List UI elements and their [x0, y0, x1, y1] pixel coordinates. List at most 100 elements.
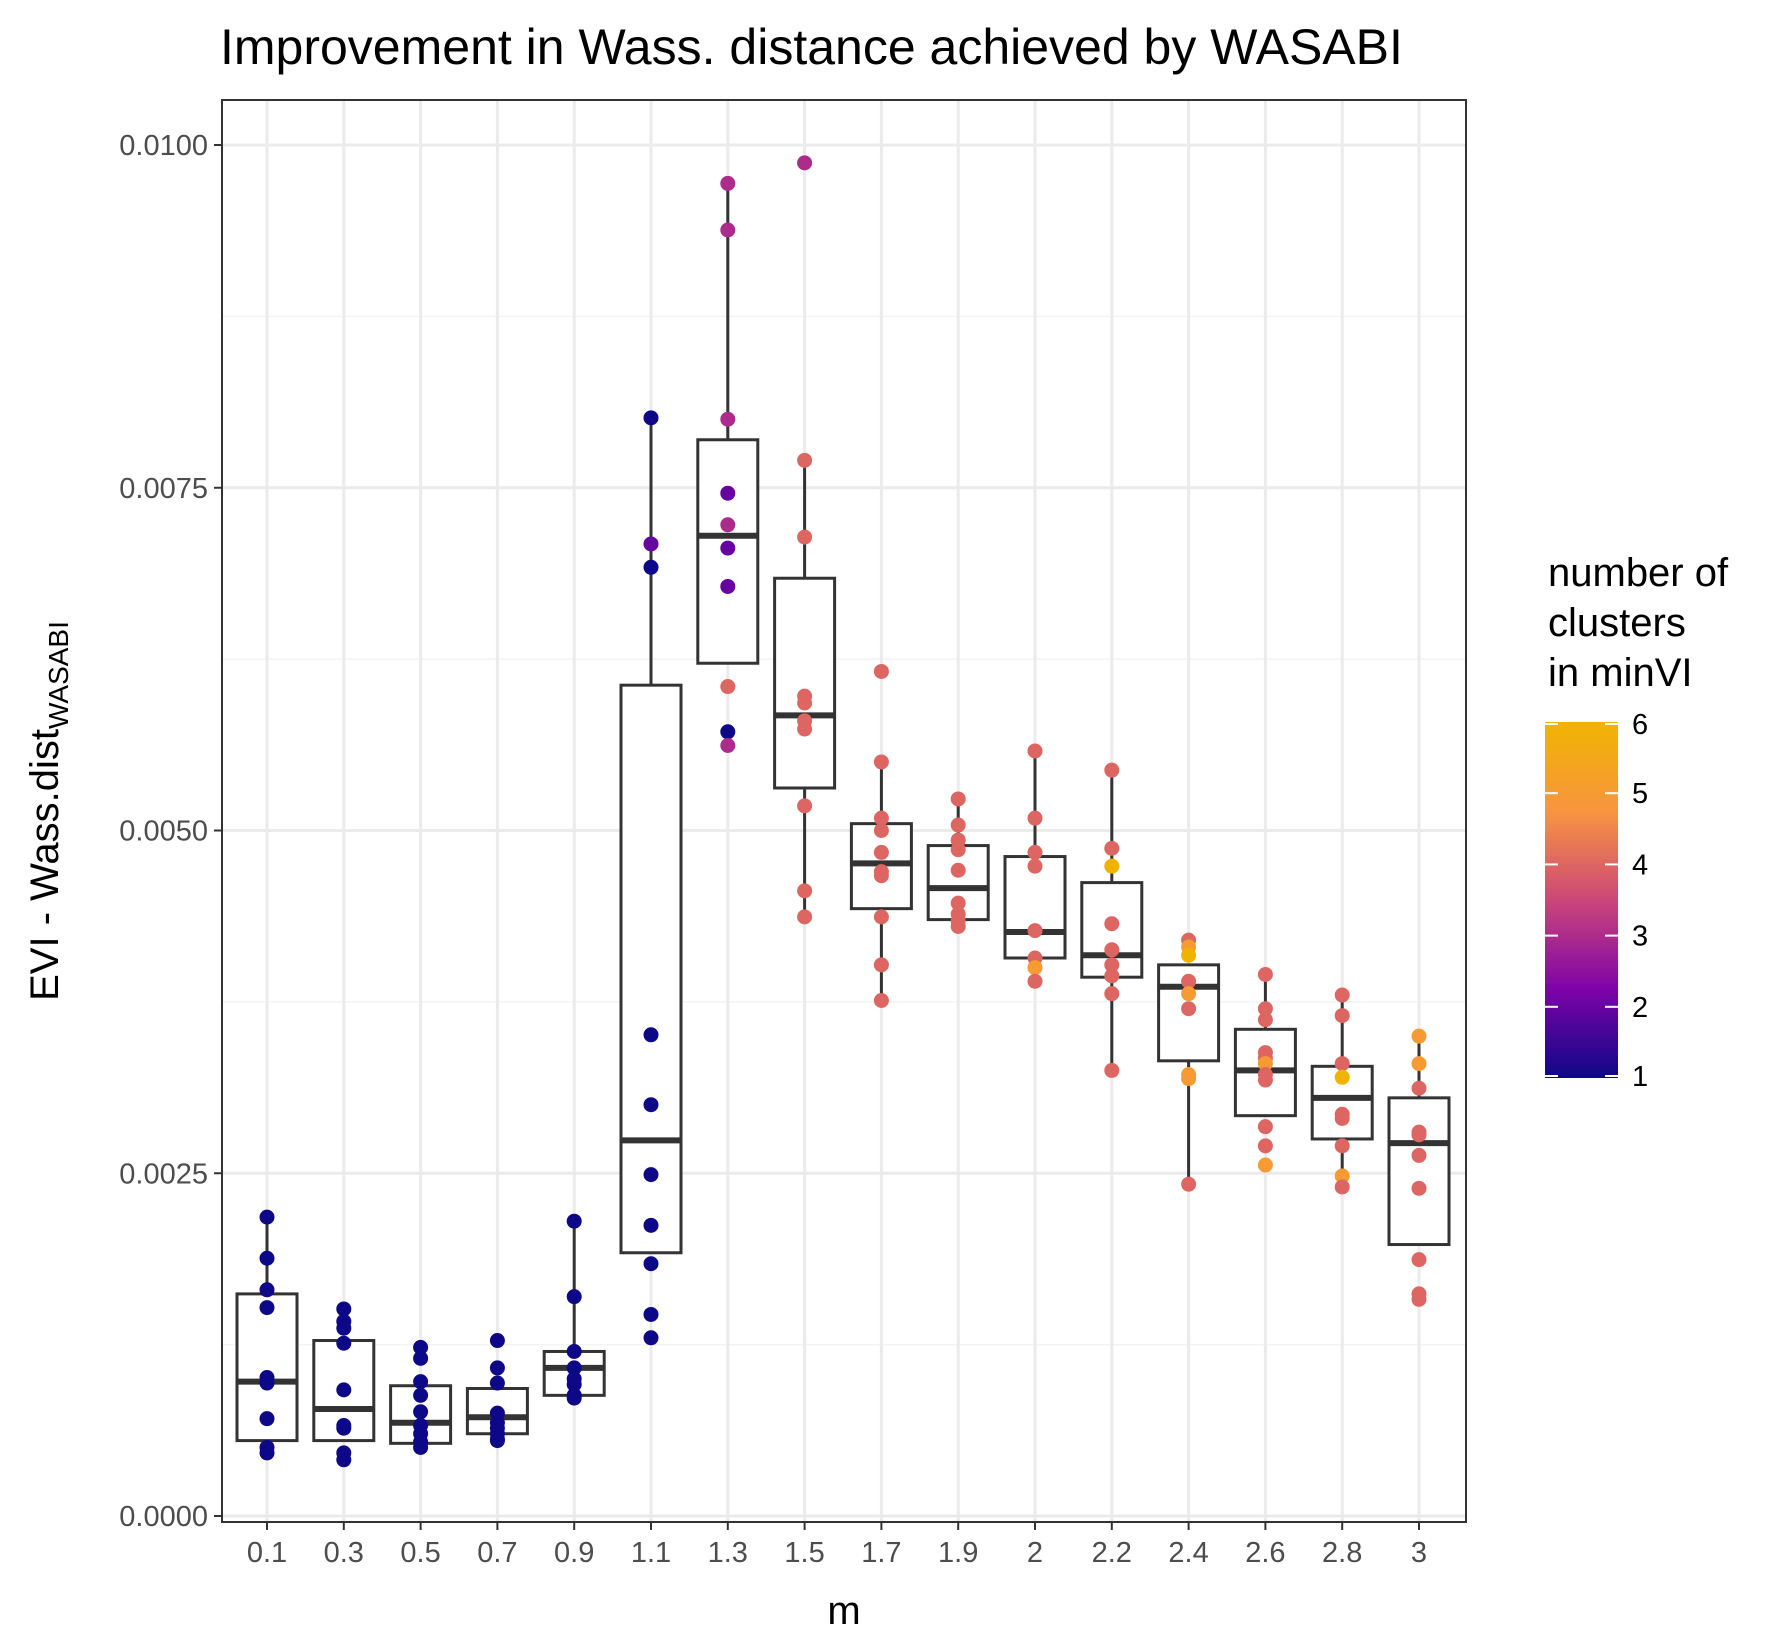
data-point: [489, 1433, 505, 1449]
color-legend: number of clusters in minVI 1 2 3 4 5 6: [1545, 551, 1729, 1093]
data-point: [720, 540, 736, 556]
data-point: [1334, 1056, 1350, 1072]
box-body: [619, 683, 683, 1255]
data-point: [1411, 1028, 1427, 1044]
data-point: [489, 1375, 505, 1391]
data-point: [1104, 957, 1120, 973]
data-point: [643, 1027, 659, 1043]
data-point: [1104, 858, 1120, 874]
data-point: [1027, 810, 1043, 826]
x-tick-label: 0.5: [400, 1537, 440, 1569]
data-point: [1411, 1252, 1427, 1268]
legend-tick-label: 5: [1632, 778, 1648, 810]
box-body: [1387, 1096, 1451, 1247]
x-tick-label: 2.2: [1092, 1537, 1132, 1569]
data-point: [413, 1374, 429, 1390]
x-tick-label: 1.3: [708, 1537, 748, 1569]
data-point: [1104, 1062, 1120, 1078]
data-point: [1334, 1179, 1350, 1195]
y-tick-label: 0.0000: [119, 1501, 208, 1533]
data-point: [720, 175, 736, 191]
data-point: [720, 517, 736, 533]
data-point: [1257, 1056, 1273, 1072]
data-point: [1411, 1080, 1427, 1096]
x-tick-label: 1.9: [938, 1537, 978, 1569]
data-point: [1334, 1069, 1350, 1085]
data-point: [873, 663, 889, 679]
data-point: [720, 737, 736, 753]
data-point: [259, 1411, 275, 1427]
legend-color-bar: [1545, 722, 1618, 1078]
data-point: [1181, 973, 1197, 989]
data-point: [797, 155, 813, 171]
data-point: [873, 957, 889, 973]
data-point: [1257, 1157, 1273, 1173]
data-point: [643, 1217, 659, 1233]
data-point: [1181, 947, 1197, 963]
data-point: [873, 868, 889, 884]
data-point: [1181, 1001, 1197, 1017]
x-tick-label: 2.8: [1322, 1537, 1362, 1569]
data-point: [950, 817, 966, 833]
data-point: [643, 1256, 659, 1272]
chart-title: Improvement in Wass. distance achieved b…: [220, 19, 1403, 75]
data-point: [1104, 840, 1120, 856]
data-point: [797, 452, 813, 468]
legend-title-line-1: number of: [1548, 551, 1729, 595]
data-point: [643, 1167, 659, 1183]
data-point: [643, 1330, 659, 1346]
data-point: [643, 410, 659, 426]
panel-background: [222, 100, 1466, 1522]
data-point: [566, 1390, 582, 1406]
data-point: [413, 1339, 429, 1355]
data-point: [1027, 844, 1043, 860]
data-point: [259, 1250, 275, 1266]
x-tick-label: 1.5: [784, 1537, 824, 1569]
x-tick-label: 1.7: [861, 1537, 901, 1569]
plot-panel: [221, 99, 1467, 1523]
y-axis-title-subscript: WASABI: [43, 621, 74, 729]
box-body: [773, 576, 837, 790]
data-point: [720, 578, 736, 594]
data-point: [950, 842, 966, 858]
y-tick-label: 0.0025: [119, 1158, 208, 1190]
legend-title-line-2: clusters: [1548, 601, 1686, 645]
data-point: [336, 1301, 352, 1317]
data-point: [1334, 987, 1350, 1003]
data-point: [413, 1387, 429, 1403]
data-point: [1411, 1180, 1427, 1196]
data-point: [1411, 1056, 1427, 1072]
x-tick-label: 0.3: [324, 1537, 364, 1569]
data-point: [797, 721, 813, 737]
data-point: [873, 909, 889, 925]
data-point: [1027, 858, 1043, 874]
data-point: [566, 1360, 582, 1376]
legend-tick-label: 3: [1632, 921, 1648, 953]
y-axis: 0.0000 0.0025 0.0050 0.0075 0.0100: [119, 130, 222, 1533]
legend-tick-label: 6: [1632, 709, 1648, 741]
data-point: [1104, 986, 1120, 1002]
data-point: [1104, 942, 1120, 958]
data-point: [259, 1282, 275, 1298]
x-tick-label: 3: [1411, 1537, 1427, 1569]
legend-tick-label: 1: [1632, 1061, 1648, 1093]
data-point: [1257, 1138, 1273, 1154]
data-point: [259, 1445, 275, 1461]
data-point: [720, 724, 736, 740]
data-point: [566, 1376, 582, 1392]
legend-tick-label: 2: [1632, 992, 1648, 1024]
data-point: [643, 536, 659, 552]
data-point: [643, 1306, 659, 1322]
data-point: [259, 1300, 275, 1316]
data-point: [566, 1343, 582, 1359]
x-tick-label: 2.6: [1245, 1537, 1285, 1569]
data-point: [1257, 1119, 1273, 1135]
data-point: [1104, 916, 1120, 932]
data-point: [1257, 1012, 1273, 1028]
data-point: [950, 895, 966, 911]
data-point: [336, 1420, 352, 1436]
data-point: [259, 1209, 275, 1225]
grid-lines: [222, 100, 1466, 1522]
data-point: [950, 862, 966, 878]
